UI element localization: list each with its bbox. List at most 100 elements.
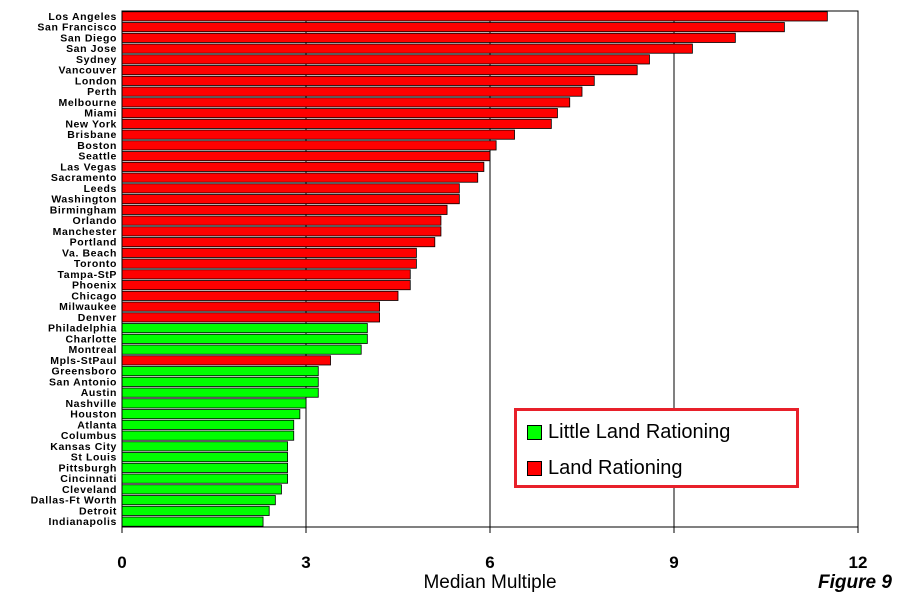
bar [121, 269, 411, 280]
category-label: Kansas City [50, 441, 117, 453]
category-label: Charlotte [66, 333, 118, 345]
category-label: Vancouver [58, 65, 117, 77]
bar [121, 65, 638, 76]
category-label: Montreal [68, 344, 117, 356]
bar [121, 54, 650, 65]
bar [121, 333, 368, 344]
bar [121, 151, 491, 162]
bar [121, 312, 381, 323]
category-label: Phoenix [72, 280, 117, 292]
category-label: Columbus [61, 430, 117, 442]
bar [121, 430, 295, 441]
bar [121, 441, 289, 452]
bar [121, 183, 460, 194]
bar [121, 516, 264, 527]
category-label: Seattle [78, 151, 117, 163]
category-label: Cincinnati [60, 473, 117, 485]
bar [121, 323, 368, 334]
bar [121, 484, 282, 495]
category-label: Denver [78, 312, 117, 324]
bar [121, 344, 362, 355]
bar [121, 376, 319, 387]
category-label: London [75, 75, 117, 87]
category-label: Chicago [71, 290, 117, 302]
category-label: Houston [70, 409, 117, 421]
bar [121, 280, 411, 291]
tick-label: 9 [669, 553, 678, 572]
bar [121, 462, 289, 473]
bar [121, 495, 276, 506]
bar [121, 129, 515, 140]
legend-item-land-rationing: Land Rationing [527, 457, 683, 480]
category-label: Dallas-Ft Worth [31, 495, 117, 507]
category-label: St Louis [71, 452, 117, 464]
bar [121, 43, 693, 54]
legend-label: Little Land Rationing [548, 421, 731, 443]
bar [121, 473, 289, 484]
category-label: Portland [70, 237, 117, 249]
bar [121, 258, 417, 269]
bar [121, 204, 448, 215]
bar [121, 32, 736, 43]
bar [121, 215, 442, 226]
category-label: Nashville [65, 398, 117, 410]
category-label: San Diego [60, 32, 117, 44]
bar [121, 290, 399, 301]
bar [121, 172, 479, 183]
bar [121, 355, 331, 366]
category-label: Mpls-StPaul [50, 355, 117, 367]
category-label: Los Angeles [48, 11, 117, 23]
bar [121, 75, 595, 86]
category-label: Las Vegas [60, 161, 117, 173]
bar [121, 237, 436, 248]
category-label: Indianapolis [49, 516, 117, 528]
category-label: New York [65, 118, 117, 130]
bars [121, 11, 828, 527]
legend-item-little-land-rationing: Little Land Rationing [527, 421, 730, 444]
category-label: Leeds [84, 183, 117, 195]
bar [121, 11, 828, 22]
category-label: Milwaukee [59, 301, 117, 313]
bar [121, 226, 442, 237]
bar [121, 387, 319, 398]
bar [121, 505, 270, 516]
bar [121, 194, 460, 205]
category-label: Pittsburgh [59, 462, 118, 474]
bar [121, 452, 289, 463]
category-label: Atlanta [77, 419, 117, 431]
bar [121, 140, 497, 151]
bar [121, 366, 319, 377]
category-label: Tampa-StP [58, 269, 117, 281]
legend: Little Land Rationing Land Rationing [514, 408, 799, 488]
category-label: Birmingham [50, 204, 117, 216]
bar [121, 118, 552, 129]
category-label: Brisbane [67, 129, 117, 141]
figure-label: Figure 9 [818, 572, 892, 593]
tick-label: 0 [117, 553, 126, 572]
bar [121, 86, 583, 97]
bar [121, 247, 417, 258]
bar [121, 97, 571, 108]
category-label: Va. Beach [62, 247, 117, 259]
category-label: San Francisco [37, 22, 117, 34]
bar [121, 301, 381, 312]
category-label: Orlando [73, 215, 117, 227]
category-label: Greensboro [51, 366, 117, 378]
bar [121, 161, 485, 172]
x-axis-title: Median Multiple [423, 572, 556, 593]
bar [121, 108, 558, 119]
tick-label: 6 [485, 553, 494, 572]
category-label: Cleveland [62, 484, 117, 496]
category-label: Toronto [74, 258, 117, 270]
category-label: Boston [77, 140, 117, 152]
category-label: Detroit [79, 505, 117, 517]
legend-swatch-green [527, 425, 542, 440]
bar [121, 419, 295, 430]
tick-label: 12 [849, 553, 868, 572]
legend-label: Land Rationing [548, 457, 683, 479]
tick-label: 3 [301, 553, 310, 572]
bar [121, 22, 785, 33]
category-label: San Antonio [49, 376, 117, 388]
